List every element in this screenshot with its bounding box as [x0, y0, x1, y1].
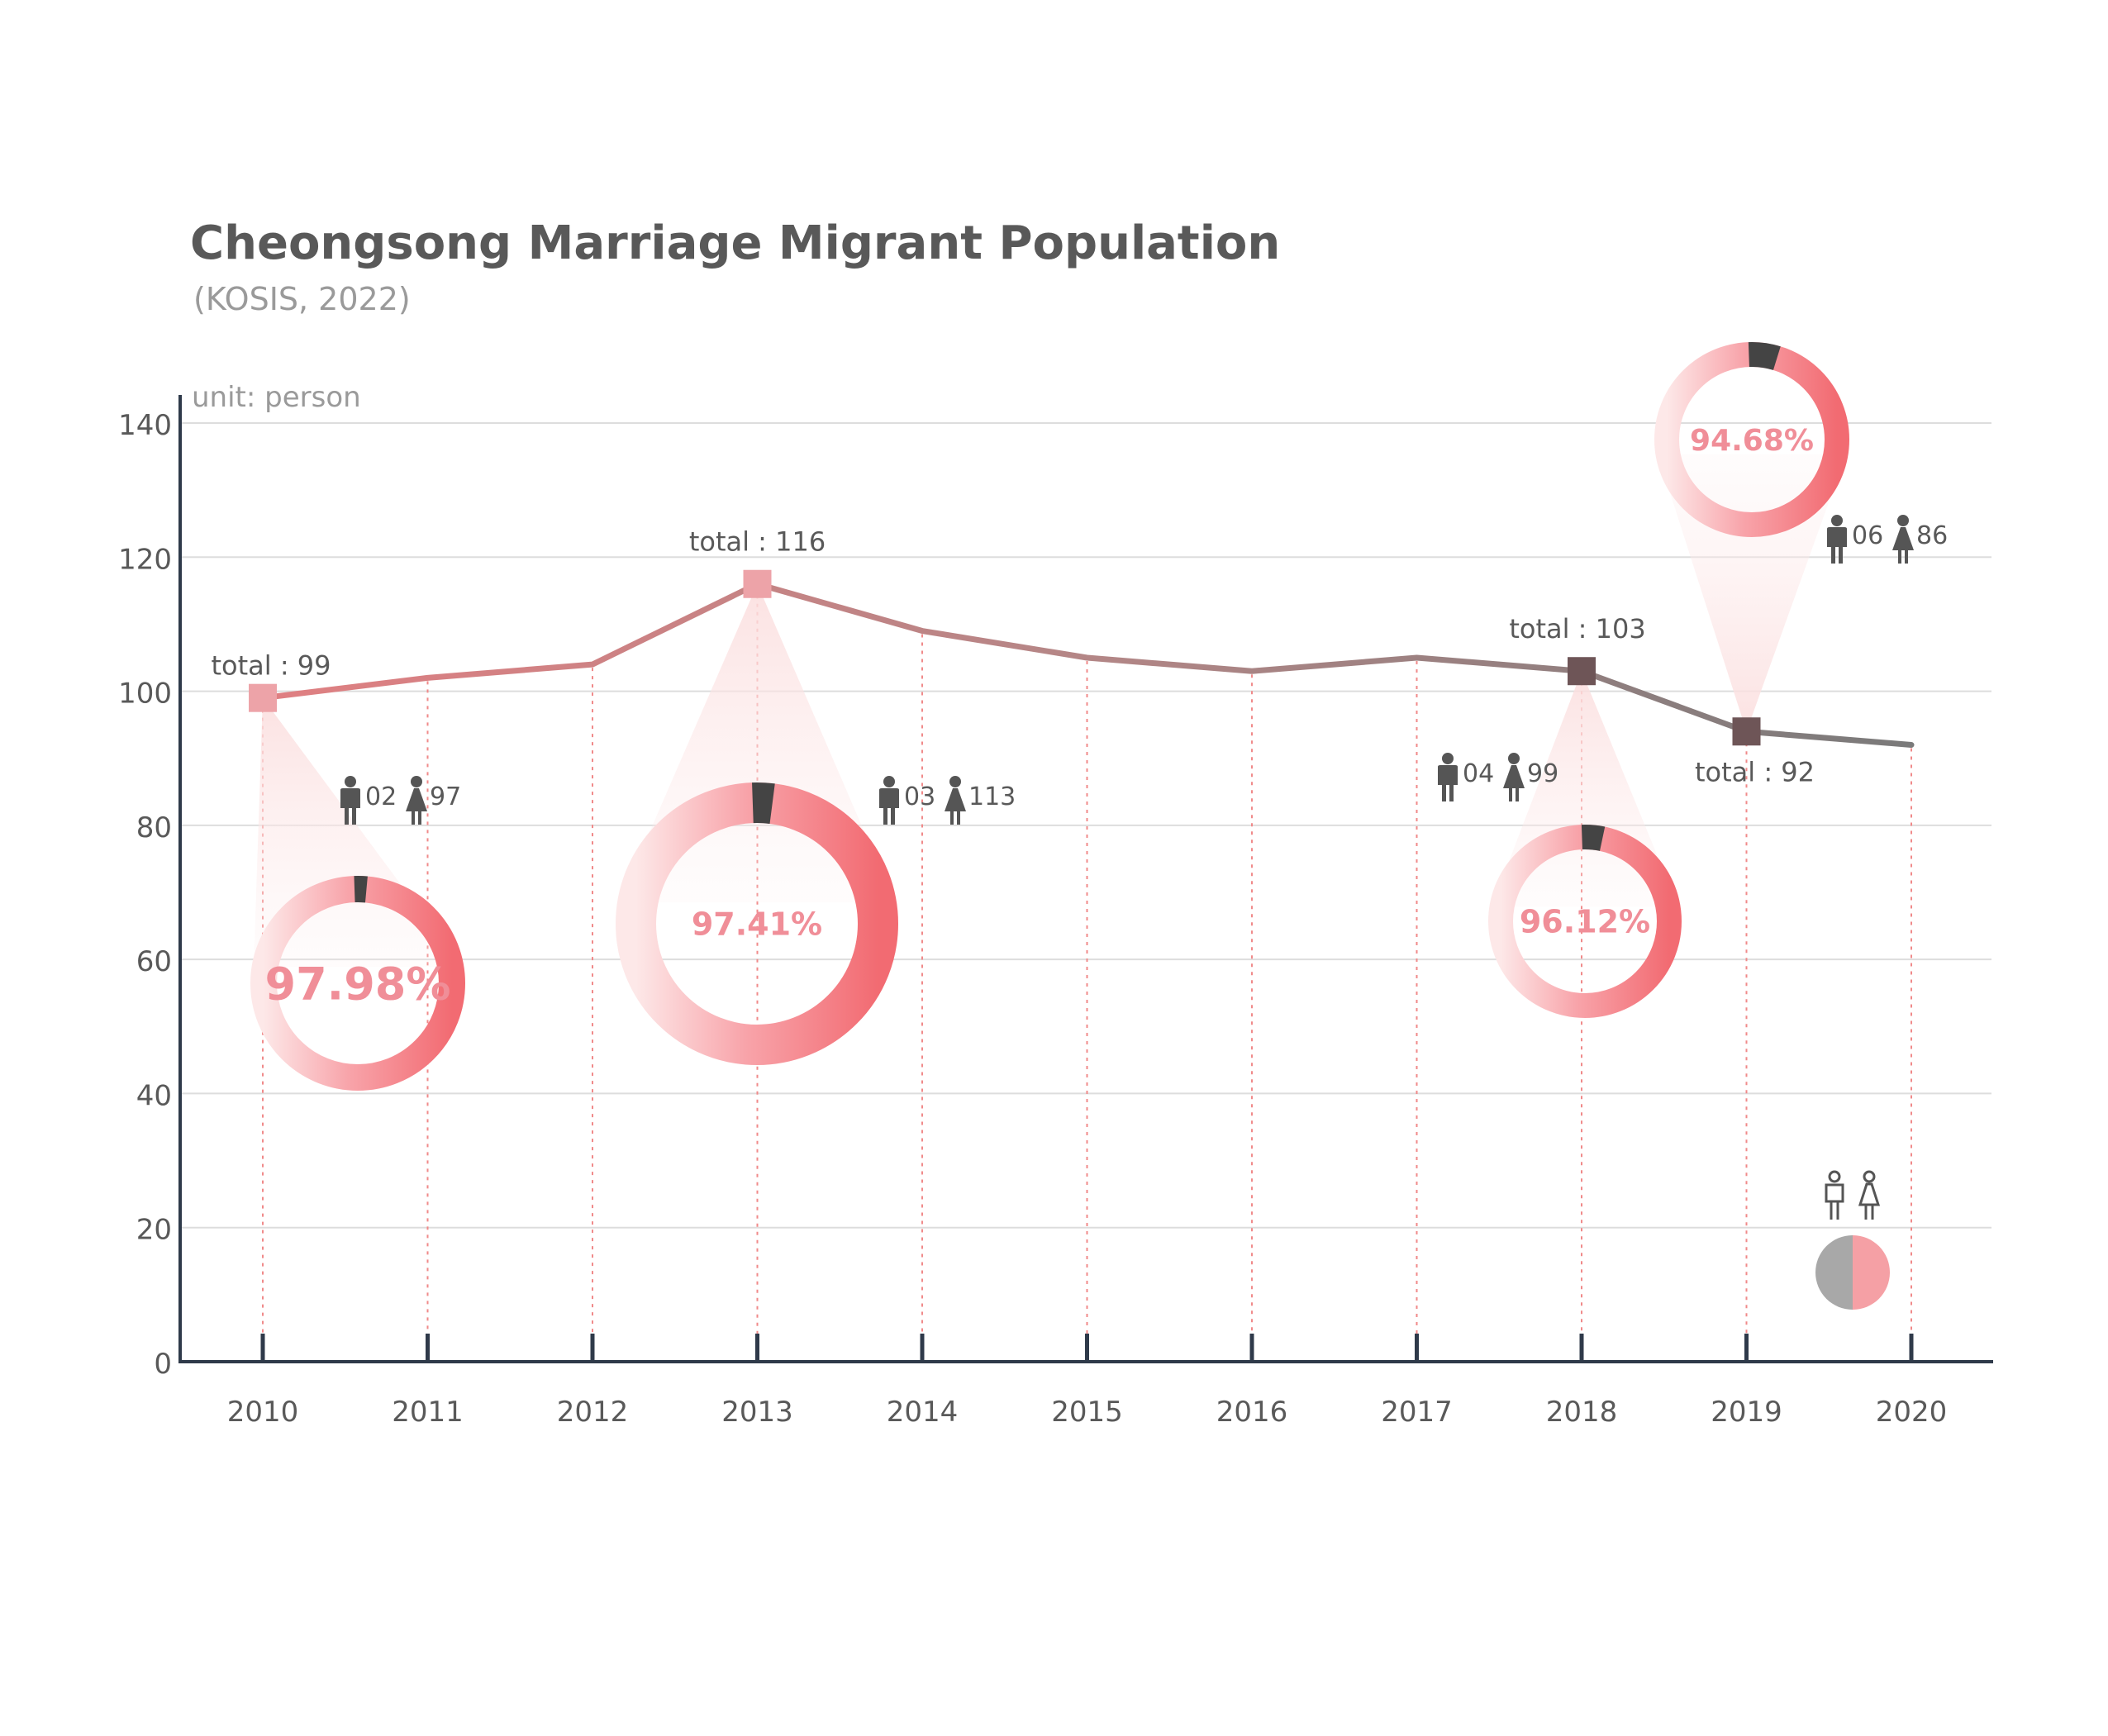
x-tick-label: 2015	[1051, 1396, 1123, 1429]
donut-male-share	[1488, 825, 1682, 1019]
y-tick-label: 100	[118, 678, 172, 711]
x-tick-label: 2012	[557, 1396, 629, 1429]
highlight-markers	[249, 569, 1761, 746]
y-tick-label: 40	[136, 1079, 172, 1112]
x-tick-label: 2013	[721, 1396, 793, 1429]
male-count: 06	[1852, 521, 1883, 550]
x-tick-label: 2019	[1711, 1396, 1782, 1429]
legend	[1815, 1170, 1890, 1310]
callout-beams	[254, 454, 1846, 968]
series-line	[259, 581, 1915, 748]
female-icon	[945, 776, 966, 825]
female-icon	[1892, 515, 1914, 564]
male-count: 04	[1463, 759, 1494, 788]
x-tick-label: 2020	[1876, 1396, 1948, 1429]
highlight-marker	[743, 569, 772, 598]
legend-male-icon	[1825, 1170, 1844, 1221]
female-count: 86	[1916, 521, 1948, 550]
donut-percent-label: 96.12%	[1520, 904, 1650, 940]
donut-percent-label: 97.98%	[265, 958, 451, 1010]
total-label: total : 92	[1695, 756, 1815, 787]
donut-callouts: 97.98% 97.41% 96.12% 94.68%	[250, 342, 1849, 1091]
male-icon	[1827, 515, 1847, 564]
total-label: total : 99	[211, 650, 331, 682]
female-count: 99	[1527, 759, 1558, 788]
y-tick-label: 120	[118, 543, 172, 576]
female-count: 113	[968, 782, 1016, 811]
male-icon	[879, 776, 899, 825]
x-tick-label: 2016	[1216, 1396, 1288, 1429]
unit-label: unit: person	[192, 381, 361, 414]
legend-female-swatch	[1853, 1235, 1890, 1310]
total-label: total : 116	[689, 526, 826, 558]
y-tick-label: 20	[136, 1214, 172, 1247]
male-count: 03	[904, 782, 935, 811]
total-label: total : 103	[1509, 613, 1645, 644]
female-icon	[1503, 753, 1525, 801]
highlight-marker	[1732, 717, 1761, 746]
donut-male-share	[250, 876, 465, 1091]
grid	[180, 422, 1991, 1229]
female-count: 97	[430, 782, 461, 811]
female-icon	[406, 776, 427, 825]
y-tick-label: 80	[136, 811, 172, 844]
y-tick-label: 0	[154, 1348, 172, 1381]
highlight-marker	[249, 683, 277, 712]
legend-male-swatch	[1815, 1235, 1853, 1310]
donut-percent-label: 94.68%	[1690, 424, 1814, 458]
y-tick-label: 140	[118, 409, 172, 442]
x-tick-label: 2018	[1546, 1396, 1618, 1429]
donut-male-share	[616, 782, 898, 1065]
highlight-marker	[1568, 657, 1596, 686]
male-count: 02	[365, 782, 397, 811]
chart-source: (KOSIS, 2022)	[193, 281, 411, 317]
series-line	[259, 581, 1915, 748]
chart-title: Cheongsong Marriage Migrant Population	[190, 216, 1281, 270]
labels: total : 99 02 97 total : 116 03 113 total : 10…	[211, 515, 1948, 825]
x-tick-label: 2010	[227, 1396, 299, 1429]
x-tick-label: 2017	[1381, 1396, 1453, 1429]
donut-percent-label: 97.41%	[692, 906, 822, 943]
x-tick-label: 2014	[887, 1396, 959, 1429]
male-icon	[1438, 753, 1458, 801]
x-tick-label: 2011	[392, 1396, 464, 1429]
y-tick-label: 60	[136, 945, 172, 978]
legend-female-icon	[1858, 1170, 1880, 1221]
